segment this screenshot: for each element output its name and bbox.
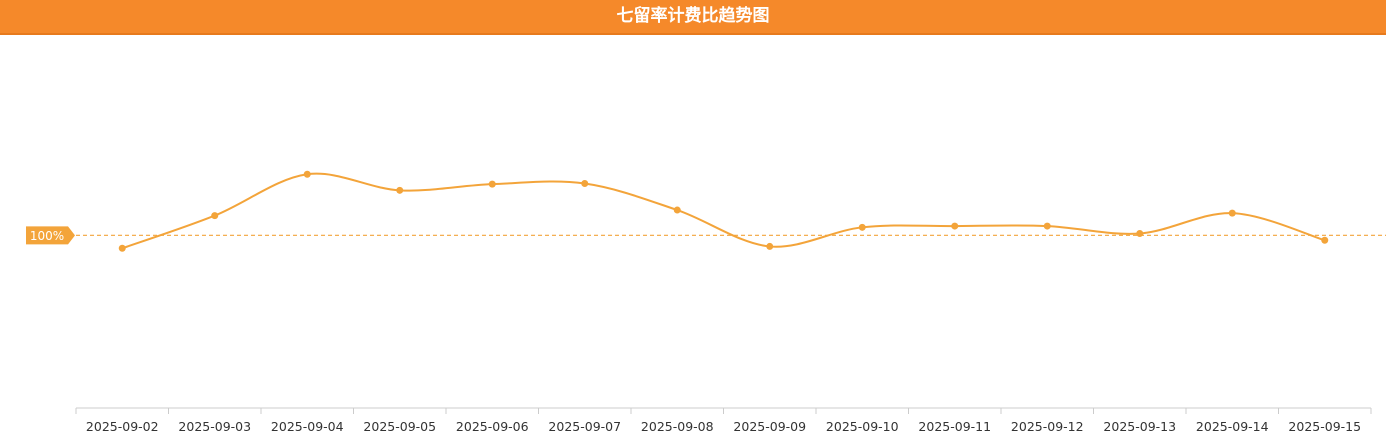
x-tick-label: 2025-09-09 xyxy=(733,419,806,434)
x-tick-label: 2025-09-11 xyxy=(918,419,991,434)
x-tick-label: 2025-09-07 xyxy=(548,419,621,434)
x-tick-label: 2025-09-03 xyxy=(178,419,251,434)
x-tick-label: 2025-09-05 xyxy=(363,419,436,434)
point xyxy=(951,222,959,230)
point xyxy=(211,212,219,220)
point xyxy=(581,180,589,188)
x-tick-label: 2025-09-06 xyxy=(456,419,529,434)
x-tick-label: 2025-09-13 xyxy=(1103,419,1176,434)
x-tick-label: 2025-09-10 xyxy=(826,419,899,434)
reference-label: 100% xyxy=(30,229,64,243)
point xyxy=(1043,222,1051,230)
point xyxy=(1136,229,1144,237)
point xyxy=(858,223,866,231)
x-tick-label: 2025-09-12 xyxy=(1011,419,1084,434)
point xyxy=(1228,209,1236,217)
chart: 2025-09-02 2025-09-03 2025-09-04 2025-09-05… xyxy=(26,170,1386,434)
x-tick-label: 2025-09-02 xyxy=(86,419,159,434)
chart-title: 七留率计费比趋势图 xyxy=(0,0,1386,35)
point xyxy=(673,206,681,214)
point xyxy=(1321,236,1329,244)
x-tick-label: 2025-09-15 xyxy=(1288,419,1361,434)
point xyxy=(118,244,126,252)
point xyxy=(303,170,311,178)
x-tick-label: 2025-09-04 xyxy=(271,419,344,434)
line xyxy=(121,172,1326,250)
x-tick-label: 2025-09-08 xyxy=(641,419,714,434)
point xyxy=(488,180,496,188)
point xyxy=(396,186,404,194)
point xyxy=(766,242,774,250)
x-tick-label: 2025-09-14 xyxy=(1196,419,1269,434)
reference-tag xyxy=(26,226,75,245)
